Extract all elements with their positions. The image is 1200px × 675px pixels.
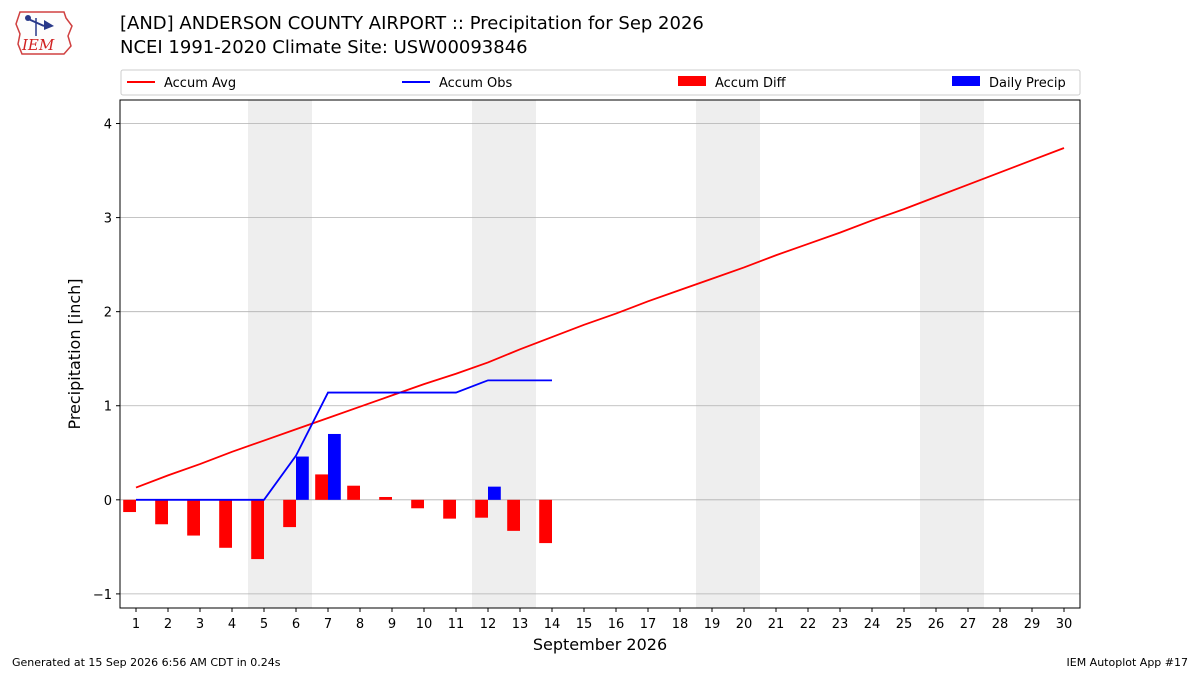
x-tick-label: 25 [896, 617, 913, 632]
x-tick-label: 17 [640, 617, 657, 632]
accum-diff-bar [347, 485, 360, 500]
legend-box [120, 69, 1081, 96]
x-tick-label: 8 [356, 617, 364, 632]
accum-diff-bar [123, 499, 136, 513]
x-tick-label: 10 [416, 617, 433, 632]
legend-swatch [952, 76, 980, 86]
x-tick-label: 6 [292, 617, 300, 632]
x-tick-label: 16 [608, 617, 625, 632]
x-tick-label: 3 [196, 617, 204, 632]
accum-diff-bar [251, 499, 264, 560]
y-tick-label: 0 [104, 494, 112, 509]
x-tick-label: 27 [960, 617, 977, 632]
x-tick-label: 29 [1024, 617, 1041, 632]
x-tick-label: 23 [832, 617, 849, 632]
accum-obs-line [136, 379, 552, 501]
x-tick-label: 18 [672, 617, 689, 632]
x-tick-label: 12 [480, 617, 497, 632]
x-tick-label: 5 [260, 617, 268, 632]
x-tick-label: 19 [704, 617, 721, 632]
accum-diff-bar [507, 499, 520, 531]
x-tick-label: 30 [1056, 617, 1073, 632]
chart-title-line2: NCEI 1991-2020 Climate Site: USW00093846 [120, 37, 528, 58]
legend-label: Accum Avg [164, 76, 236, 91]
plot-frame [119, 99, 1081, 609]
accum-diff-bar [315, 474, 328, 500]
svg-text:IEM: IEM [21, 36, 55, 54]
iem-logo: IEM [15, 11, 73, 55]
x-tick-label: 11 [448, 617, 465, 632]
legend-swatch [678, 76, 706, 86]
accum-diff-bar [443, 499, 456, 519]
y-tick-label: 3 [104, 212, 112, 227]
legend-label: Daily Precip [989, 76, 1066, 91]
accum-diff-bar [475, 499, 488, 518]
accum-avg-line [135, 147, 1065, 489]
x-tick-label: 22 [800, 617, 817, 632]
x-tick-label: 9 [388, 617, 396, 632]
x-tick-label: 13 [512, 617, 529, 632]
y-tick-label: −1 [93, 588, 112, 603]
x-tick-label: 21 [768, 617, 785, 632]
accum-diff-bar [283, 499, 296, 528]
x-tick-label: 15 [576, 617, 593, 632]
accum-diff-bar [155, 499, 168, 525]
daily-precip-bar [328, 433, 341, 500]
footer-app-text: IEM Autoplot App #17 [1066, 656, 1189, 669]
footer-generated-text: Generated at 15 Sep 2026 6:56 AM CDT in … [12, 656, 281, 669]
accum-diff-bar [187, 499, 200, 536]
chart-title-line1: [AND] ANDERSON COUNTY AIRPORT :: Precipi… [120, 13, 704, 34]
x-tick-label: 1 [132, 617, 140, 632]
legend-label: Accum Obs [439, 76, 512, 91]
accum-diff-bar [219, 499, 232, 548]
accum-diff-bar [539, 499, 552, 544]
x-axis-label: September 2026 [533, 635, 667, 654]
x-tick-label: 2 [164, 617, 172, 632]
daily-precip-bar [488, 486, 501, 500]
accum-diff-bar [379, 496, 392, 500]
x-tick-label: 14 [544, 617, 561, 632]
weekend-band [696, 100, 760, 608]
x-tick-label: 26 [928, 617, 945, 632]
legend-label: Accum Diff [715, 76, 787, 91]
x-tick-label: 20 [736, 617, 753, 632]
accum-diff-bar [411, 499, 424, 509]
y-axis-label: Precipitation [inch] [65, 278, 84, 429]
x-tick-label: 24 [864, 617, 881, 632]
y-tick-label: 4 [104, 118, 112, 133]
x-tick-label: 7 [324, 617, 332, 632]
x-tick-label: 28 [992, 617, 1009, 632]
y-tick-label: 2 [104, 306, 112, 321]
x-tick-label: 4 [228, 617, 236, 632]
daily-precip-bar [296, 456, 309, 500]
y-tick-label: 1 [104, 400, 112, 415]
weekend-band [920, 100, 984, 608]
weekend-band [472, 100, 536, 608]
